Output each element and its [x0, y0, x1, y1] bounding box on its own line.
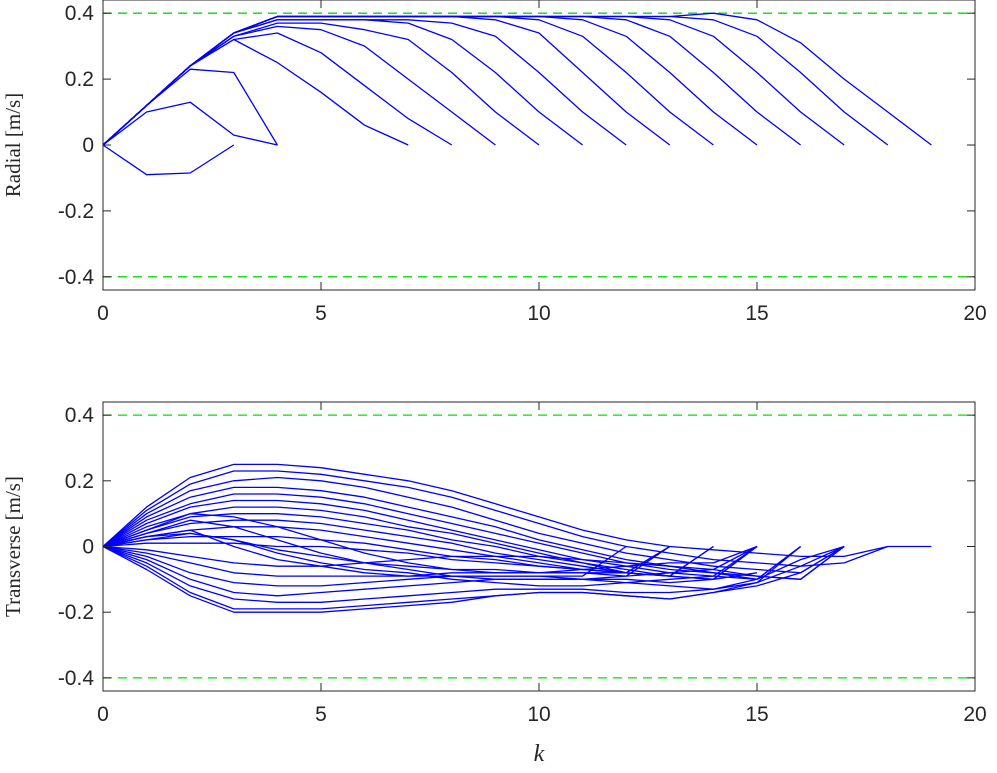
x-tick-label: 0: [97, 302, 109, 325]
x-tick-label: 5: [315, 703, 327, 726]
series-line-21: [102, 519, 758, 580]
series-line-13: [102, 15, 845, 146]
series-line-11: [102, 542, 671, 574]
x-tick-label: 20: [963, 302, 986, 325]
series-line-4: [102, 493, 801, 580]
series-line-0: [102, 463, 932, 558]
series-line-6: [102, 22, 540, 146]
x-tick-label: 20: [963, 703, 986, 726]
y-tick-label: 0: [82, 134, 94, 157]
y-tick-label: 0.4: [65, 2, 95, 25]
x-tick-label: 5: [315, 302, 327, 325]
y-tick-label: -0.2: [58, 601, 94, 624]
series-line-6: [102, 506, 758, 580]
series-line-1: [102, 101, 278, 146]
series-line-2: [102, 68, 278, 146]
series-line-15: [102, 12, 932, 146]
series-line-23: [102, 545, 845, 580]
transverse-plot: 0 5 10 15 20 -0.4 -0.2 0 0.2 0.4 Transverse [m/s] k: [1, 401, 987, 767]
series-line-17: [102, 545, 845, 603]
series-line-10: [102, 15, 714, 146]
y-tick-label: -0.4: [58, 266, 95, 289]
series-line-19: [102, 545, 802, 613]
y-tick-label: -0.2: [58, 200, 94, 223]
series-line-8: [102, 519, 714, 577]
series-group: [102, 12, 932, 176]
x-tick-label: 15: [745, 703, 768, 726]
x-axis-label: k: [534, 741, 545, 767]
y-tick-label: -0.4: [58, 667, 95, 690]
series-line-12: [102, 15, 801, 146]
x-tick-label: 0: [97, 703, 109, 726]
series-line-11: [102, 15, 758, 146]
series-line-9: [102, 15, 671, 146]
series-line-8: [102, 19, 627, 146]
series-line-3: [102, 486, 845, 580]
series-line-5: [102, 499, 801, 580]
y-axis-label: Transverse [m/s]: [1, 476, 25, 617]
y-tick-label: 0.2: [65, 68, 94, 91]
series-line-5: [102, 25, 496, 146]
y-tick-label: 0.2: [65, 470, 94, 493]
x-tick-label: 10: [527, 703, 550, 726]
radial-plot: 0 5 10 15 20 -0.4 -0.2 0 0.2 0.4 Radial [m/s]: [1, 0, 987, 325]
series-line-1: [102, 470, 889, 567]
x-tick-label: 10: [527, 302, 550, 325]
series-line-0: [102, 144, 235, 176]
y-axis-label: Radial [m/s]: [1, 93, 25, 197]
series-line-10: [102, 535, 671, 574]
series-line-14: [102, 545, 671, 577]
series-line-2: [102, 476, 845, 574]
series-line-4: [102, 32, 453, 146]
y-tick-label: 0.4: [65, 404, 95, 427]
x-tick-label: 15: [745, 302, 768, 325]
series-group: [102, 463, 932, 613]
series-line-3: [102, 38, 409, 146]
series-line-22: [102, 532, 758, 587]
y-tick-label: 0: [82, 536, 94, 559]
